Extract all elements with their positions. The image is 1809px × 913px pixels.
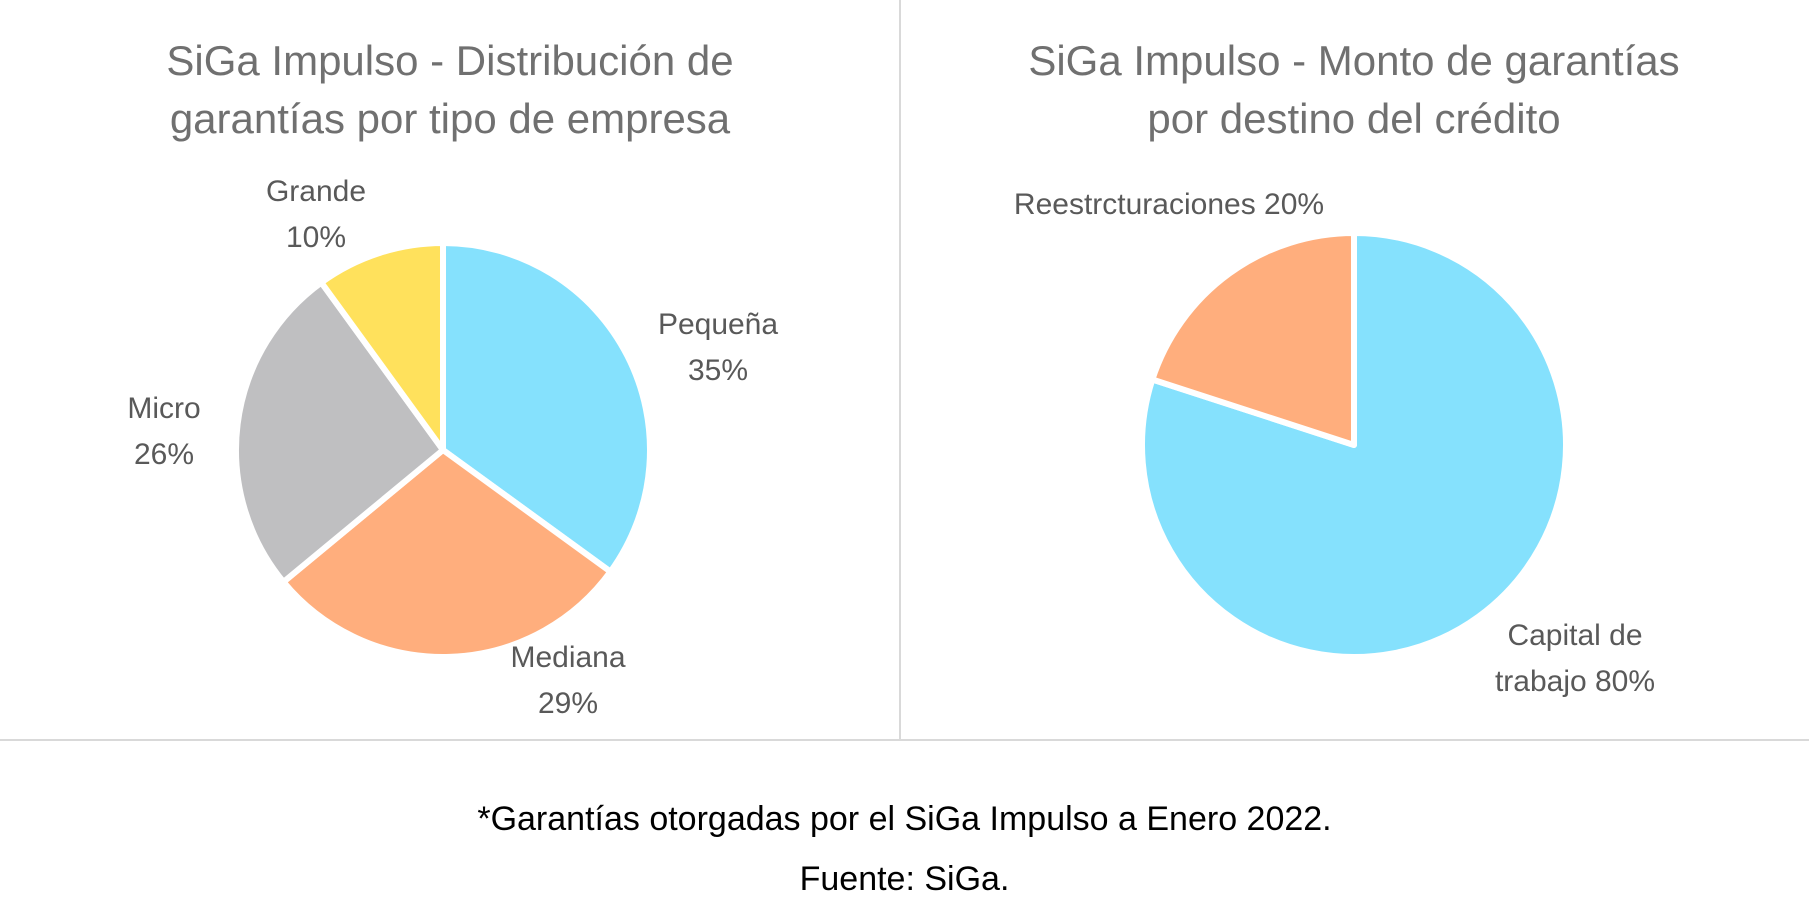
chart-title-line: SiGa Impulso - Distribución de <box>166 37 734 84</box>
pie-slice-grande <box>318 240 446 453</box>
slice-data-label: Micro 26% <box>127 392 200 471</box>
chart-panel-empresa: SiGa Impulso - Distribución de garantías… <box>0 0 900 740</box>
chart-title-line: garantías por tipo de empresa <box>169 95 731 142</box>
chart-title: SiGa Impulso - Monto de garantías por de… <box>901 32 1807 148</box>
pie-slice-peque-a <box>440 240 653 575</box>
chart-bottom-border <box>0 739 1809 741</box>
panel-divider <box>899 0 901 740</box>
footer-source: Fuente: SiGa. <box>799 860 1010 898</box>
chart-title-line: por destino del crédito <box>1147 95 1561 142</box>
slice-data-label: Capital de trabajo 80% <box>1495 619 1655 698</box>
pie-chart-empresa: Pequeña 35% Mediana 29% Micro 26% Grande 10% <box>127 175 778 720</box>
pie-slice-micro <box>233 279 446 585</box>
slice-data-label: Mediana 29% <box>510 641 625 720</box>
slice-data-label: Reestrcturaciones 20% <box>1014 188 1324 221</box>
pie-chart-destino: Capital de trabajo 80% Reestrcturaciones 2… <box>1014 188 1655 698</box>
slice-data-label: Pequeña 35% <box>658 308 778 387</box>
chart-title: SiGa Impulso - Distribución de garantías… <box>0 32 900 148</box>
pie-slice-reestrcturaciones <box>1149 230 1357 448</box>
chart-panel-destino: SiGa Impulso - Monto de garantías por de… <box>901 0 1807 740</box>
chart-title-line: SiGa Impulso - Monto de garantías <box>1028 37 1680 84</box>
pie-slice-mediana <box>280 447 614 660</box>
slice-data-label: Grande 10% <box>266 175 366 254</box>
footer-note: *Garantías otorgadas por el SiGa Impulso… <box>477 800 1332 838</box>
